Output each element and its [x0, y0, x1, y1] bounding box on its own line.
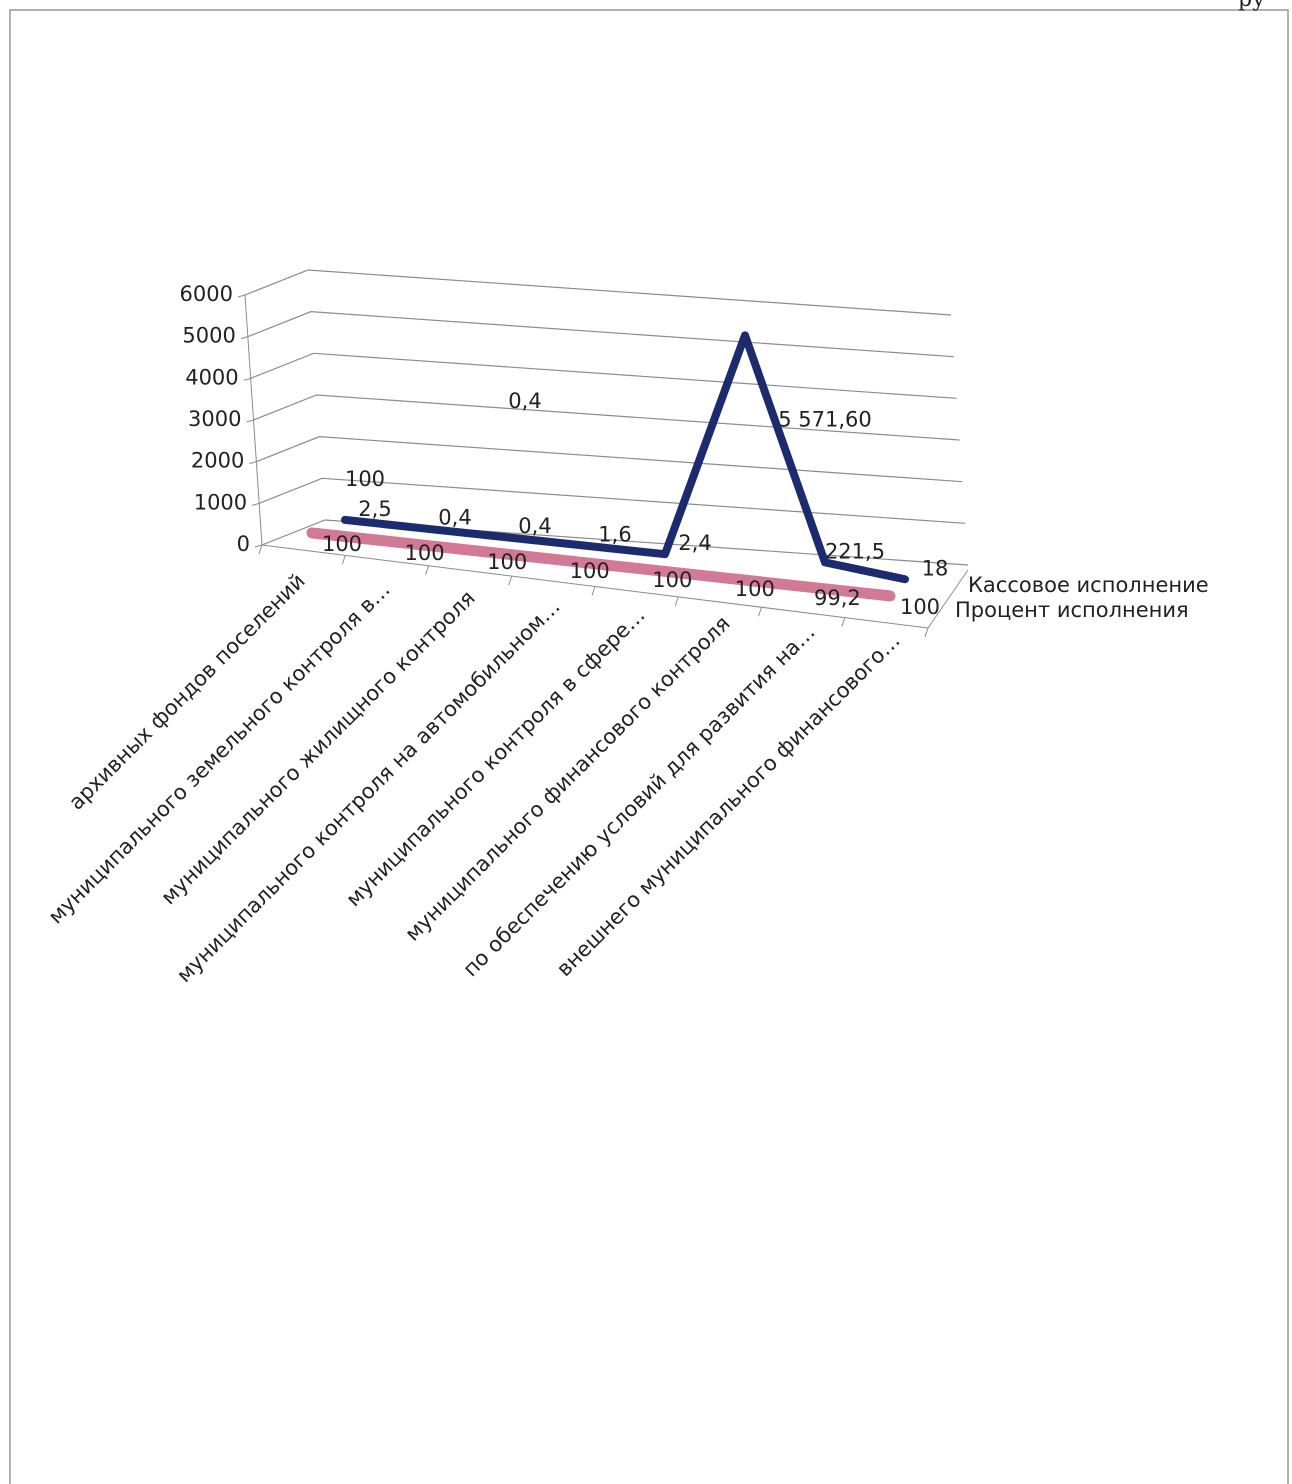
legend-label: Кассовое исполнение: [968, 573, 1209, 597]
x-tick: [841, 617, 846, 627]
grid-line: [244, 269, 952, 316]
grid-line: [261, 519, 969, 566]
x-tick: [341, 555, 346, 565]
data-label: 2,4: [678, 531, 711, 555]
y-tick-label: 1000: [194, 490, 247, 514]
x-tick: [591, 586, 596, 596]
y-axis: [244, 294, 263, 546]
grid-line: [247, 311, 954, 358]
grid-line: [253, 394, 960, 441]
data-label: 5 571,60: [778, 407, 872, 431]
y-tick: [252, 502, 260, 506]
data-label: 100: [900, 595, 940, 619]
x-tick: [758, 607, 762, 617]
y-tick: [249, 461, 257, 465]
x-tick: [258, 544, 263, 555]
data-label: 100: [487, 550, 527, 574]
grid-line: [250, 352, 957, 399]
x-tick: [674, 596, 679, 607]
data-label: 18: [922, 556, 949, 580]
x-tick-label: муниципального финансового контроля: [400, 611, 734, 945]
legend-label: Процент исполнения: [955, 598, 1189, 622]
x-tick-label: муниципального жилищного контроля: [156, 586, 479, 909]
y-tick: [237, 294, 246, 298]
x-tick: [425, 565, 429, 575]
series-line: [306, 527, 896, 602]
y-tick-label: 0: [237, 532, 250, 556]
data-label: 100: [652, 568, 692, 592]
x-tick-label: по обеспечению условий для развития на…: [458, 620, 820, 982]
data-label: 100: [735, 577, 775, 601]
series-line: [341, 331, 909, 584]
x-tick: [508, 575, 513, 586]
data-label: 99,2: [814, 586, 861, 610]
data-label: 221,5: [825, 539, 885, 563]
y-tick: [240, 336, 248, 340]
grid-line: [258, 477, 966, 524]
y-tick-label: 4000: [185, 365, 238, 389]
data-label: 100: [570, 559, 610, 583]
y-tick-label: 3000: [188, 407, 241, 431]
data-label: 2,5: [358, 497, 391, 521]
y-tick-label: 6000: [180, 282, 233, 306]
data-label: 0,4: [518, 514, 551, 538]
frame: [9, 9, 1289, 1484]
data-label: 100: [405, 541, 445, 565]
floor-right: [927, 569, 969, 629]
annotation: 0,4: [508, 389, 541, 413]
x-tick: [924, 627, 929, 638]
data-label: 0,4: [438, 506, 471, 530]
grid-line: [256, 436, 963, 483]
x-tick-label: внешнего муниципального финансового…: [552, 628, 905, 981]
y-tick-label: 2000: [191, 449, 244, 473]
data-label: 1,6: [598, 523, 631, 547]
annotation: 100: [345, 467, 385, 491]
header-fragment: ру: [1238, 0, 1265, 12]
y-tick-label: 5000: [182, 324, 235, 348]
y-tick: [246, 419, 254, 423]
x-tick-label: муниципального земельного контроля в…: [44, 577, 395, 928]
y-tick: [254, 544, 263, 548]
y-tick: [243, 377, 251, 381]
data-label: 100: [322, 532, 362, 556]
